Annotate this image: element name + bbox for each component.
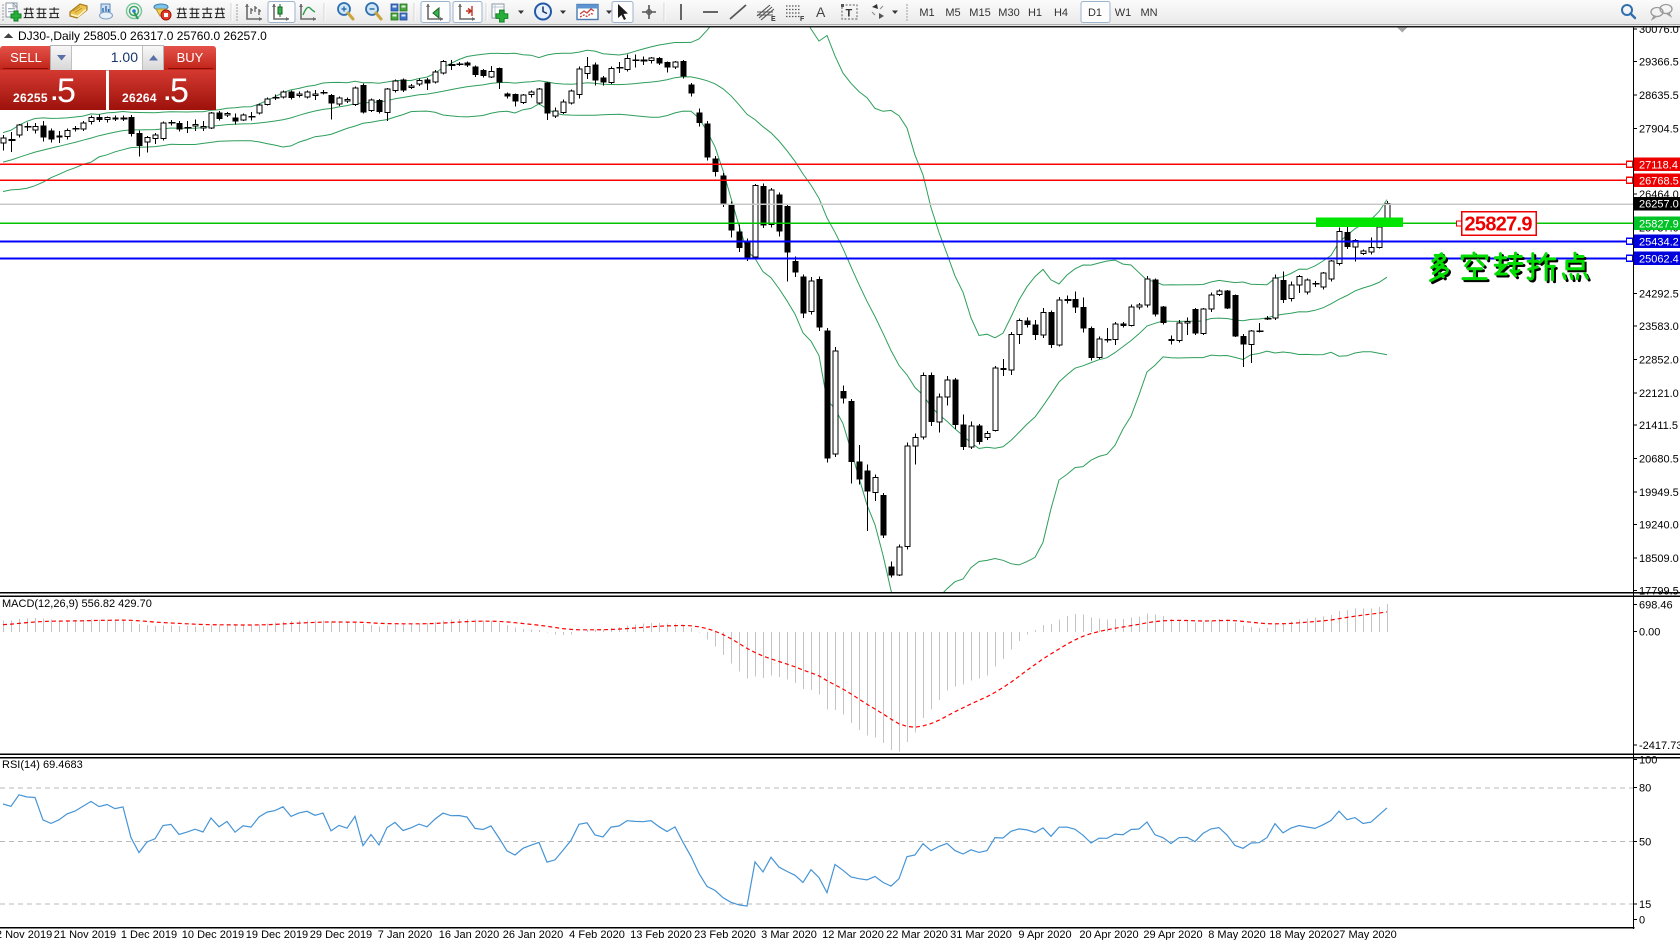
svg-text:27 May 2020: 27 May 2020 — [1333, 929, 1397, 940]
svg-text:M15: M15 — [969, 7, 990, 19]
svg-text:MN: MN — [1140, 7, 1157, 19]
svg-text:25827.9: 25827.9 — [1639, 218, 1679, 230]
svg-text:30076.0: 30076.0 — [1639, 24, 1679, 36]
svg-text:12 Nov 2019: 12 Nov 2019 — [0, 929, 52, 940]
svg-text:H1: H1 — [1028, 7, 1042, 19]
svg-text:12 Mar 2020: 12 Mar 2020 — [822, 929, 884, 940]
svg-text:22 Mar 2020: 22 Mar 2020 — [886, 929, 948, 940]
svg-text:18 May 2020: 18 May 2020 — [1269, 929, 1333, 940]
svg-text:26768.5: 26768.5 — [1639, 175, 1679, 187]
svg-text:1 Dec 2019: 1 Dec 2019 — [121, 929, 177, 940]
svg-text:H4: H4 — [1054, 7, 1068, 19]
svg-text:DJ30-,Daily 25805.0 26317.0 2: DJ30-,Daily 25805.0 26317.0 25760.0 2625… — [18, 29, 267, 43]
svg-text:18509.0: 18509.0 — [1639, 553, 1679, 565]
svg-text:100: 100 — [1639, 755, 1657, 767]
svg-text:16 Jan 2020: 16 Jan 2020 — [439, 929, 500, 940]
svg-text:E: E — [771, 16, 776, 23]
svg-text:31 Mar 2020: 31 Mar 2020 — [950, 929, 1012, 940]
svg-text:W1: W1 — [1115, 7, 1132, 19]
svg-text:50: 50 — [1639, 836, 1651, 848]
svg-text:M1: M1 — [919, 7, 934, 19]
svg-text:22852.0: 22852.0 — [1639, 354, 1679, 366]
svg-text:0: 0 — [1639, 915, 1645, 927]
svg-text:26 Jan 2020: 26 Jan 2020 — [503, 929, 564, 940]
svg-text:-2417.73: -2417.73 — [1639, 740, 1680, 752]
svg-text:3 Mar 2020: 3 Mar 2020 — [761, 929, 817, 940]
svg-text:19 Dec 2019: 19 Dec 2019 — [246, 929, 308, 940]
svg-text:21 Nov 2019: 21 Nov 2019 — [54, 929, 116, 940]
svg-text:24292.5: 24292.5 — [1639, 289, 1679, 301]
svg-text:20 Apr 2020: 20 Apr 2020 — [1079, 929, 1138, 940]
svg-text:7 Jan 2020: 7 Jan 2020 — [378, 929, 432, 940]
svg-text:10 Dec 2019: 10 Dec 2019 — [182, 929, 244, 940]
svg-text:8 May 2020: 8 May 2020 — [1208, 929, 1265, 940]
svg-text:29366.5: 29366.5 — [1639, 57, 1679, 69]
svg-text:25062.4: 25062.4 — [1639, 253, 1679, 265]
svg-text:M30: M30 — [998, 7, 1019, 19]
svg-text:M5: M5 — [945, 7, 960, 19]
svg-text:698.46: 698.46 — [1639, 600, 1673, 612]
svg-text:A: A — [816, 4, 826, 20]
svg-text:27118.4: 27118.4 — [1639, 159, 1678, 171]
svg-text:20680.5: 20680.5 — [1639, 454, 1679, 466]
svg-text:D1: D1 — [1088, 7, 1102, 19]
svg-text:21411.5: 21411.5 — [1639, 420, 1678, 432]
svg-text:T: T — [846, 8, 853, 20]
svg-text:RSI(14) 69.4683: RSI(14) 69.4683 — [2, 759, 83, 771]
svg-text:23583.0: 23583.0 — [1639, 321, 1679, 333]
svg-text:27904.5: 27904.5 — [1639, 123, 1679, 135]
svg-text:23 Feb 2020: 23 Feb 2020 — [694, 929, 756, 940]
svg-text:0.00: 0.00 — [1639, 627, 1660, 639]
svg-text:9 Apr 2020: 9 Apr 2020 — [1018, 929, 1071, 940]
svg-text:17799.5: 17799.5 — [1639, 585, 1679, 597]
svg-text:28635.5: 28635.5 — [1639, 90, 1679, 102]
svg-text:26257.0: 26257.0 — [1639, 199, 1679, 211]
svg-text:MACD(12,26,9) 556.82 429.70: MACD(12,26,9) 556.82 429.70 — [2, 598, 152, 610]
svg-text:29 Dec 2019: 29 Dec 2019 — [310, 929, 372, 940]
svg-text:80: 80 — [1639, 783, 1651, 795]
svg-text:22121.0: 22121.0 — [1639, 388, 1679, 400]
svg-text:F: F — [800, 16, 805, 23]
svg-text:19949.5: 19949.5 — [1639, 487, 1679, 499]
svg-text:13 Feb 2020: 13 Feb 2020 — [630, 929, 692, 940]
svg-text:19240.0: 19240.0 — [1639, 520, 1679, 532]
svg-text:15: 15 — [1639, 899, 1651, 911]
svg-text:29 Apr 2020: 29 Apr 2020 — [1143, 929, 1202, 940]
svg-text:25827.9: 25827.9 — [1465, 214, 1533, 236]
svg-text:4 Feb 2020: 4 Feb 2020 — [569, 929, 625, 940]
svg-text:25434.2: 25434.2 — [1639, 236, 1679, 248]
